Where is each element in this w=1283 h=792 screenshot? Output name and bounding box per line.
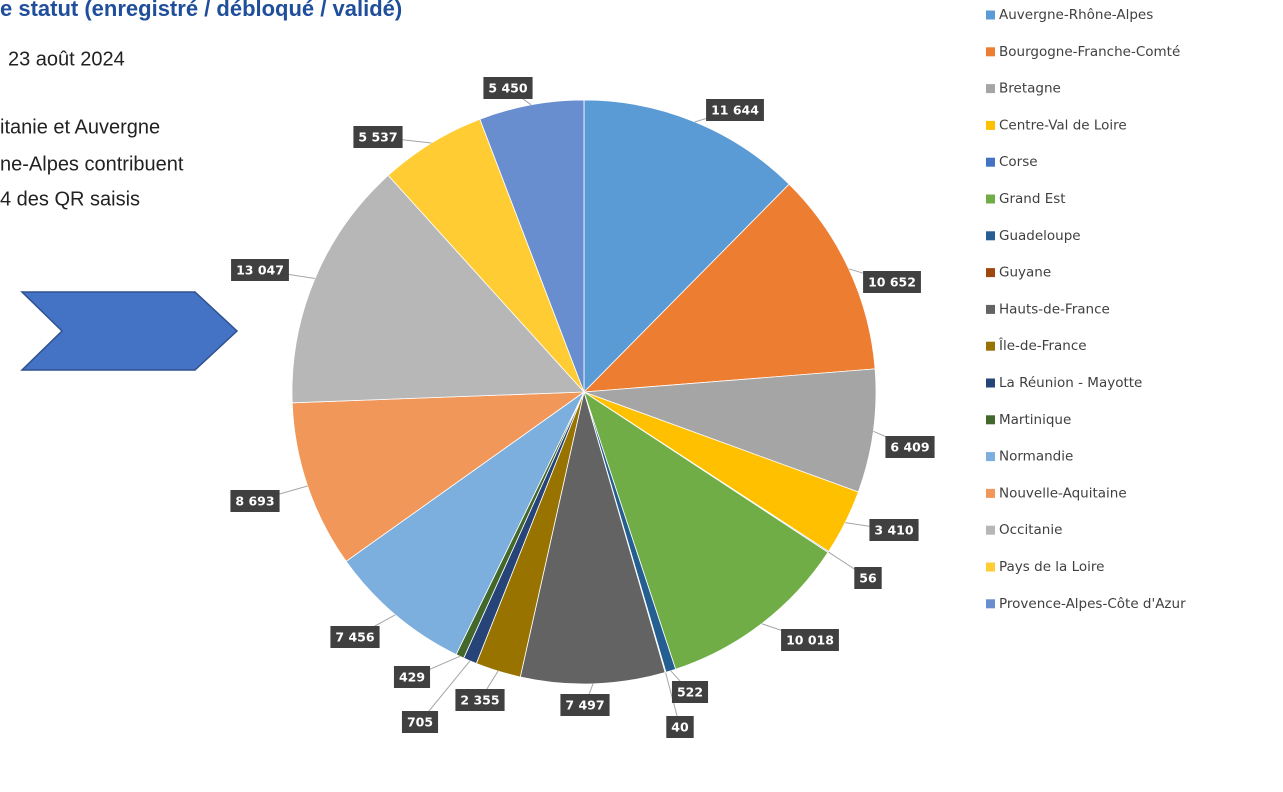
pie-slice	[345, 391, 585, 656]
legend-swatch	[986, 599, 995, 609]
data-label: 10 652	[868, 275, 916, 290]
data-label: 6 409	[890, 440, 929, 455]
legend-label: Provence-Alpes-Côte d'Azur	[999, 596, 1186, 612]
legend-swatch	[986, 268, 995, 278]
chart-subtitle: 23 août 2024	[8, 48, 125, 70]
data-label: 5 537	[358, 130, 397, 145]
legend-label: Centre-Val de Loire	[999, 117, 1127, 133]
data-label: 56	[859, 571, 877, 586]
data-label: 429	[399, 670, 425, 685]
data-label-box	[353, 126, 403, 148]
pie-slice	[479, 99, 585, 393]
legend-swatch	[986, 341, 995, 351]
legend-label: Hauts-de-France	[999, 301, 1110, 317]
data-label-box	[706, 99, 764, 121]
legend-swatch	[986, 120, 995, 130]
data-label-box	[401, 711, 439, 733]
legend-label: Grand Est	[999, 191, 1066, 207]
legend-swatch	[986, 415, 995, 425]
data-label-box	[455, 689, 505, 711]
data-label: 705	[407, 715, 433, 730]
data-label-box	[671, 681, 709, 703]
data-label: 13 047	[236, 263, 284, 278]
data-label-box	[230, 490, 280, 512]
data-label-box	[393, 666, 431, 688]
legend-label: Île-de-France	[998, 336, 1087, 354]
arrow	[20, 291, 239, 371]
data-label-box	[869, 519, 919, 541]
data-label: 10 018	[786, 633, 834, 648]
legend-label: La Réunion - Mayotte	[999, 375, 1142, 391]
data-label-box	[885, 436, 935, 458]
data-label-box	[560, 694, 610, 716]
legend-swatch	[986, 562, 995, 572]
legend-label: Occitanie	[999, 522, 1062, 538]
legend-swatch	[986, 525, 995, 535]
data-label: 7 456	[335, 630, 374, 645]
data-label: 2 355	[460, 693, 499, 708]
pie-slice	[583, 368, 877, 493]
legend-label: Normandie	[999, 449, 1073, 465]
data-label: 40	[671, 720, 689, 735]
legend-swatch	[986, 84, 995, 94]
legend-swatch	[986, 304, 995, 314]
pie-slice	[583, 391, 829, 670]
pie-slice	[291, 391, 586, 562]
legend-label: Corse	[999, 154, 1038, 170]
pie-slice	[582, 183, 876, 393]
pie-slice	[519, 391, 666, 685]
annotation: ne-Alpes contribuent	[0, 153, 184, 175]
legend-label: Auvergne-Rhône-Alpes	[999, 7, 1153, 23]
legend-swatch	[986, 452, 995, 462]
legend-label: Nouvelle-Aquitaine	[999, 485, 1127, 501]
data-label-box	[863, 271, 921, 293]
annotation: itanie et Auvergne	[0, 116, 160, 138]
legend-swatch	[986, 47, 995, 57]
data-label: 7 497	[565, 698, 604, 713]
legend-swatch	[986, 10, 995, 20]
data-label-box	[330, 626, 380, 648]
data-label: 3 410	[874, 523, 913, 538]
legend-swatch	[986, 157, 995, 167]
legend-label: Martinique	[999, 412, 1071, 428]
data-label: 8 693	[235, 494, 274, 509]
legend-swatch	[986, 488, 995, 498]
data-label: 11 644	[711, 103, 759, 118]
data-label-box	[483, 77, 533, 99]
legend-swatch	[986, 194, 995, 204]
legend-label: Guyane	[999, 265, 1051, 281]
legend-swatch	[986, 231, 995, 241]
legend-label: Pays de la Loire	[999, 559, 1104, 575]
data-label-box	[854, 567, 882, 589]
pie-slice	[291, 174, 585, 404]
chart-title: e statut (enregistré / débloqué / validé…	[0, 0, 402, 21]
legend-swatch	[986, 378, 995, 388]
data-label-box	[231, 259, 289, 281]
annotation: 4 des QR saisis	[0, 188, 140, 210]
data-label-box	[781, 629, 839, 651]
legend-label: Guadeloupe	[999, 228, 1081, 244]
data-label: 5 450	[488, 81, 527, 96]
data-label: 522	[677, 685, 703, 700]
legend-label: Bourgogne-Franche-Comté	[999, 44, 1180, 60]
legend-label: Bretagne	[999, 81, 1061, 97]
data-label-box	[666, 716, 694, 738]
